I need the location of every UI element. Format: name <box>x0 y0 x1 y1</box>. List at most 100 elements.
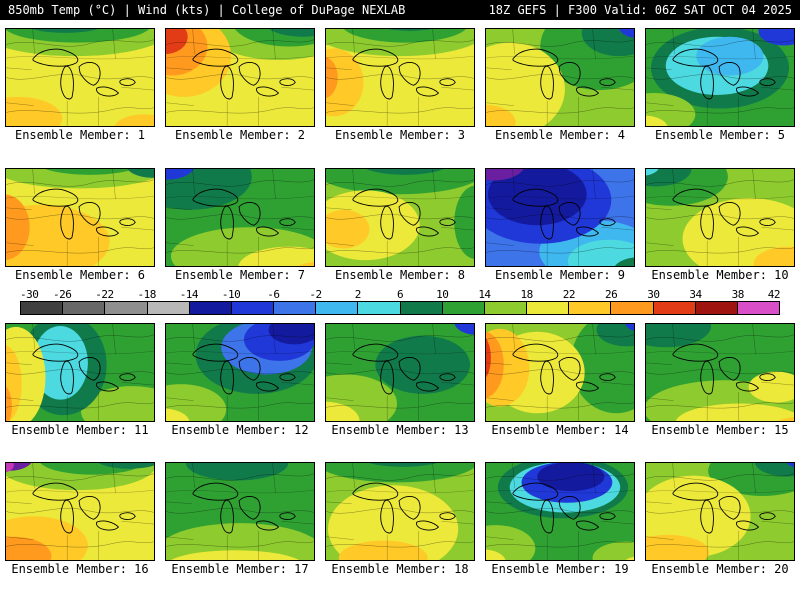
ensemble-panel: Ensemble Member: 19 <box>485 462 635 576</box>
ensemble-member-label: Ensemble Member: 6 <box>14 268 146 282</box>
map-plot <box>6 29 154 126</box>
colorbar-tick: -22 <box>95 288 114 301</box>
ensemble-map[interactable] <box>645 462 795 561</box>
ensemble-member-label: Ensemble Member: 12 <box>171 423 309 437</box>
ensemble-map[interactable] <box>325 323 475 422</box>
ensemble-member-label: Ensemble Member: 15 <box>651 423 789 437</box>
map-plot <box>486 29 634 126</box>
ensemble-member-label: Ensemble Member: 20 <box>651 562 789 576</box>
map-plot <box>6 169 154 266</box>
colorbar-tick: 26 <box>604 288 618 301</box>
ensemble-member-label: Ensemble Member: 13 <box>331 423 469 437</box>
ensemble-map[interactable] <box>325 168 475 267</box>
colorbar-segment <box>400 302 443 314</box>
temperature-colorbar: -30 -26 -22 -18 -14 -10 -6 -2 2 6 10 14 18 22 26 30 34 38… <box>0 288 800 315</box>
run-valid-info: 18Z GEFS | F300 Valid: 06Z SAT OCT 04 20… <box>488 3 792 17</box>
ensemble-panel: Ensemble Member: 2 <box>165 28 315 142</box>
ensemble-row-2: Ensemble Member: 6 Ensemble Member: 7 En… <box>0 168 800 282</box>
ensemble-row-3: Ensemble Member: 11 Ensemble Member: 12 … <box>0 323 800 437</box>
ensemble-map[interactable] <box>5 323 155 422</box>
ensemble-row-4: Ensemble Member: 16 Ensemble Member: 17 … <box>0 462 800 576</box>
ensemble-member-label: Ensemble Member: 17 <box>171 562 309 576</box>
colorbar-segment <box>442 302 485 314</box>
ensemble-member-label: Ensemble Member: 16 <box>11 562 149 576</box>
ensemble-map[interactable] <box>645 28 795 127</box>
ensemble-map[interactable] <box>165 28 315 127</box>
colorbar-segment <box>274 302 317 314</box>
map-plot <box>166 169 314 266</box>
ensemble-member-label: Ensemble Member: 10 <box>651 268 789 282</box>
map-plot <box>486 169 634 266</box>
map-plot <box>6 324 154 421</box>
ensemble-map[interactable] <box>5 168 155 267</box>
ensemble-panel: Ensemble Member: 17 <box>165 462 315 576</box>
ensemble-map[interactable] <box>645 168 795 267</box>
ensemble-map[interactable] <box>165 168 315 267</box>
ensemble-map[interactable] <box>165 462 315 561</box>
colorbar-tick: -6 <box>267 288 280 301</box>
map-plot <box>486 324 634 421</box>
ensemble-panel: Ensemble Member: 6 <box>5 168 155 282</box>
ensemble-panel: Ensemble Member: 9 <box>485 168 635 282</box>
ensemble-panel: Ensemble Member: 4 <box>485 28 635 142</box>
map-plot <box>166 324 314 421</box>
ensemble-map[interactable] <box>325 462 475 561</box>
colorbar-segment <box>527 302 570 314</box>
colorbar-segment <box>653 302 696 314</box>
ensemble-member-label: Ensemble Member: 2 <box>174 128 306 142</box>
ensemble-panel: Ensemble Member: 16 <box>5 462 155 576</box>
colorbar-segment <box>695 302 738 314</box>
ensemble-member-label: Ensemble Member: 14 <box>491 423 629 437</box>
colorbar-segment <box>63 302 106 314</box>
colorbar-segment <box>231 302 275 314</box>
ensemble-map[interactable] <box>645 323 795 422</box>
map-plot <box>486 463 634 560</box>
colorbar-tick: 38 <box>731 288 745 301</box>
ensemble-panel: Ensemble Member: 13 <box>325 323 475 437</box>
ensemble-panel: Ensemble Member: 14 <box>485 323 635 437</box>
ensemble-panel: Ensemble Member: 11 <box>5 323 155 437</box>
map-plot <box>646 29 794 126</box>
colorbar-ticks: -30 -26 -22 -18 -14 -10 -6 -2 2 6 10 14 18 22 26 30 34 38… <box>20 288 781 301</box>
ensemble-map[interactable] <box>485 323 635 422</box>
colorbar-tick: 2 <box>354 288 362 301</box>
colorbar-tick: 18 <box>520 288 534 301</box>
colorbar-segment <box>21 302 64 314</box>
colorbar-tick: -14 <box>179 288 199 301</box>
product-title: 850mb Temp (°C) | Wind (kts) | College o… <box>8 3 406 17</box>
ensemble-map[interactable] <box>5 462 155 561</box>
colorbar-tick: -26 <box>53 288 72 301</box>
ensemble-map[interactable] <box>5 28 155 127</box>
colorbar-tick: 22 <box>562 288 576 301</box>
ensemble-map[interactable] <box>485 462 635 561</box>
ensemble-member-label: Ensemble Member: 7 <box>174 268 306 282</box>
ensemble-row-1: Ensemble Member: 1 Ensemble Member: 2 En… <box>0 28 800 142</box>
colorbar-tick: -2 <box>309 288 322 301</box>
header-bar: 850mb Temp (°C) | Wind (kts) | College o… <box>0 0 800 20</box>
ensemble-panel: Ensemble Member: 12 <box>165 323 315 437</box>
ensemble-map[interactable] <box>165 323 315 422</box>
colorbar-segment <box>737 302 780 314</box>
colorbar-tick: 42 <box>767 288 781 301</box>
map-plot <box>646 169 794 266</box>
map-plot <box>326 169 474 266</box>
colorbar-segment <box>611 302 654 314</box>
colorbar-tick: 30 <box>647 288 660 301</box>
ensemble-panel: Ensemble Member: 15 <box>645 323 795 437</box>
ensemble-map[interactable] <box>485 28 635 127</box>
map-plot <box>646 463 794 560</box>
map-plot <box>326 463 474 560</box>
colorbar-segment <box>105 302 148 314</box>
ensemble-member-label: Ensemble Member: 4 <box>494 128 626 142</box>
colorbar-tick: -30 <box>20 288 39 301</box>
ensemble-member-label: Ensemble Member: 8 <box>334 268 466 282</box>
colorbar-tick: 14 <box>478 288 491 301</box>
map-plot <box>646 324 794 421</box>
colorbar-tick: -10 <box>221 288 241 301</box>
ensemble-member-label: Ensemble Member: 5 <box>654 128 786 142</box>
ensemble-map[interactable] <box>485 168 635 267</box>
ensemble-panel: Ensemble Member: 5 <box>645 28 795 142</box>
ensemble-panel: Ensemble Member: 20 <box>645 462 795 576</box>
ensemble-map[interactable] <box>325 28 475 127</box>
ensemble-panel: Ensemble Member: 18 <box>325 462 475 576</box>
